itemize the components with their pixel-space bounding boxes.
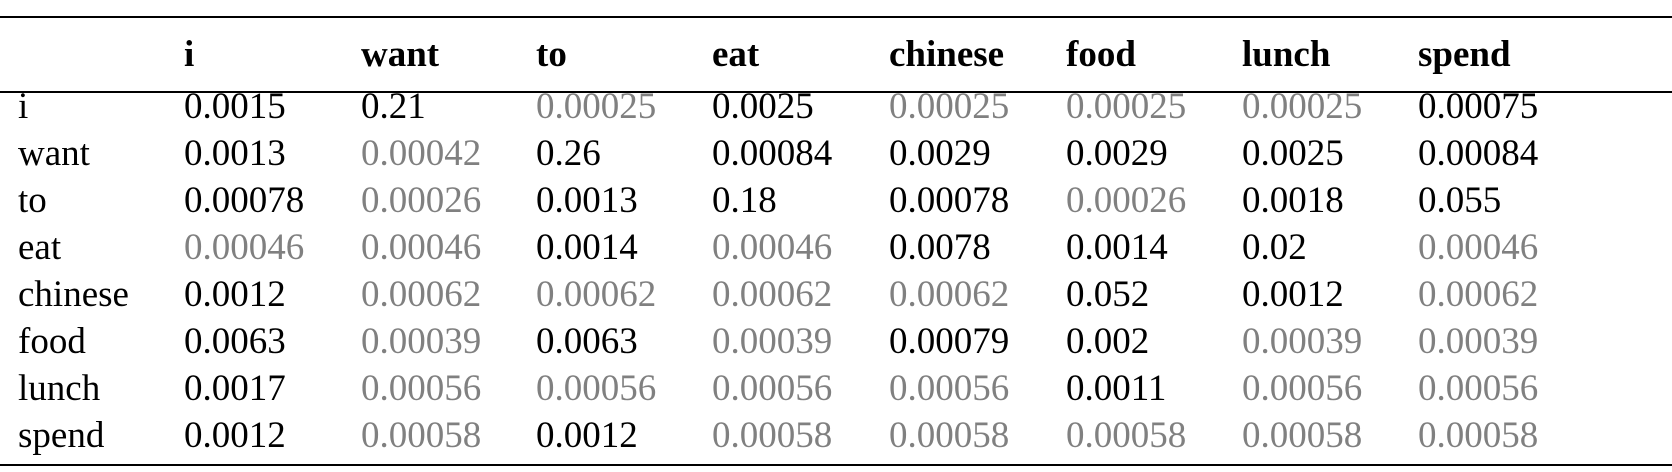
- table-cell: 0.00078: [889, 180, 1010, 221]
- table-cell: 0.0013: [536, 180, 638, 221]
- table-cell: 0.00062: [712, 274, 833, 315]
- table-cell: 0.00062: [536, 274, 657, 315]
- table-cell: 0.21: [361, 86, 426, 127]
- table-cell: 0.0025: [1242, 133, 1344, 174]
- table-cell: 0.0078: [889, 227, 991, 268]
- table-cell: 0.00056: [1418, 368, 1539, 409]
- table-cell: 0.00075: [1418, 86, 1539, 127]
- table-cell: 0.0029: [1066, 133, 1168, 174]
- table-cell: 0.052: [1066, 274, 1150, 315]
- table-cell: 0.00025: [889, 86, 1010, 127]
- table-row: chinese 0.0012 0.00062 0.00062 0.00062 0.0006…: [0, 270, 1672, 320]
- table-row: lunch 0.0017 0.00056 0.00056 0.00056 0.00056 0…: [0, 364, 1672, 414]
- table-cell: 0.00058: [1066, 415, 1187, 456]
- row-label: eat: [18, 227, 62, 268]
- table-cell: 0.00058: [712, 415, 833, 456]
- header-cell-i: i: [184, 34, 195, 75]
- table-cell: 0.00056: [1242, 368, 1363, 409]
- table-cell: 0.00026: [361, 180, 482, 221]
- header-cell-to: to: [536, 34, 567, 75]
- table-cell: 0.0012: [1242, 274, 1344, 315]
- table-cell: 0.00046: [1418, 227, 1539, 268]
- table-cell: 0.00039: [361, 321, 482, 362]
- table-row: i 0.0015 0.21 0.00025 0.0025 0.00025 0.00025 0.…: [0, 82, 1672, 132]
- table-cell: 0.00056: [889, 368, 1010, 409]
- table-cell: 0.00025: [1242, 86, 1363, 127]
- row-label: lunch: [18, 368, 101, 409]
- table-row: eat 0.00046 0.00046 0.0014 0.00046 0.0078 0.00…: [0, 223, 1672, 273]
- table-cell: 0.00026: [1066, 180, 1187, 221]
- table-cell: 0.00079: [889, 321, 1010, 362]
- table-cell: 0.0018: [1242, 180, 1344, 221]
- table-cell: 0.0063: [184, 321, 286, 362]
- table-cell: 0.00084: [712, 133, 833, 174]
- table-row: spend 0.0012 0.00058 0.0012 0.00058 0.00058 0.…: [0, 411, 1672, 461]
- table-cell: 0.00042: [361, 133, 482, 174]
- table-cell: 0.0063: [536, 321, 638, 362]
- table-cell: 0.00084: [1418, 133, 1539, 174]
- table-cell: 0.00046: [184, 227, 305, 268]
- table-cell: 0.00025: [536, 86, 657, 127]
- table-cell: 0.00056: [536, 368, 657, 409]
- row-label: spend: [18, 415, 105, 456]
- top-rule: [0, 16, 1672, 18]
- table-cell: 0.00058: [361, 415, 482, 456]
- table-cell: 0.00046: [361, 227, 482, 268]
- table-cell: 0.00039: [712, 321, 833, 362]
- table-cell: 0.00062: [361, 274, 482, 315]
- table-cell: 0.0013: [184, 133, 286, 174]
- table-cell: 0.26: [536, 133, 601, 174]
- table-cell: 0.00039: [1242, 321, 1363, 362]
- table-row: food 0.0063 0.00039 0.0063 0.00039 0.00079 0.0…: [0, 317, 1672, 367]
- row-label: want: [18, 133, 90, 174]
- table-cell: 0.00039: [1418, 321, 1539, 362]
- table-cell: 0.00046: [712, 227, 833, 268]
- table-cell: 0.00058: [889, 415, 1010, 456]
- table-row: want 0.0013 0.00042 0.26 0.00084 0.0029 0.0029…: [0, 129, 1672, 179]
- row-label: food: [18, 321, 86, 362]
- bottom-rule: [0, 464, 1672, 466]
- row-label: chinese: [18, 274, 129, 315]
- table-cell: 0.00056: [361, 368, 482, 409]
- table-cell: 0.0012: [184, 274, 286, 315]
- table-cell: 0.0017: [184, 368, 286, 409]
- table-cell: 0.0025: [712, 86, 814, 127]
- table-cell: 0.18: [712, 180, 777, 221]
- table-cell: 0.00058: [1418, 415, 1539, 456]
- table-cell: 0.00062: [1418, 274, 1539, 315]
- table-cell: 0.00058: [1242, 415, 1363, 456]
- header-cell-eat: eat: [712, 34, 760, 75]
- table-row: to 0.00078 0.00026 0.0013 0.18 0.00078 0.00026…: [0, 176, 1672, 226]
- header-cell-want: want: [361, 34, 440, 75]
- table-cell: 0.002: [1066, 321, 1150, 362]
- table-header-row: i want to eat chinese food lunch spend: [0, 30, 1672, 80]
- table-cell: 0.00056: [712, 368, 833, 409]
- table-cell: 0.0012: [184, 415, 286, 456]
- header-cell-chinese: chinese: [889, 34, 1005, 75]
- table-cell: 0.00062: [889, 274, 1010, 315]
- table-cell: 0.0029: [889, 133, 991, 174]
- table-cell: 0.0014: [1066, 227, 1168, 268]
- table-cell: 0.00025: [1066, 86, 1187, 127]
- header-cell-food: food: [1066, 34, 1136, 75]
- header-rule: [0, 91, 1672, 93]
- table-cell: 0.055: [1418, 180, 1502, 221]
- header-cell-spend: spend: [1418, 34, 1511, 75]
- table-cell: 0.02: [1242, 227, 1307, 268]
- table-cell: 0.0012: [536, 415, 638, 456]
- row-label: i: [18, 86, 29, 127]
- table-cell: 0.00078: [184, 180, 305, 221]
- table-cell: 0.0011: [1066, 368, 1167, 409]
- row-label: to: [18, 180, 47, 221]
- table-cell: 0.0014: [536, 227, 638, 268]
- header-cell-lunch: lunch: [1242, 34, 1331, 75]
- table-cell: 0.0015: [184, 86, 286, 127]
